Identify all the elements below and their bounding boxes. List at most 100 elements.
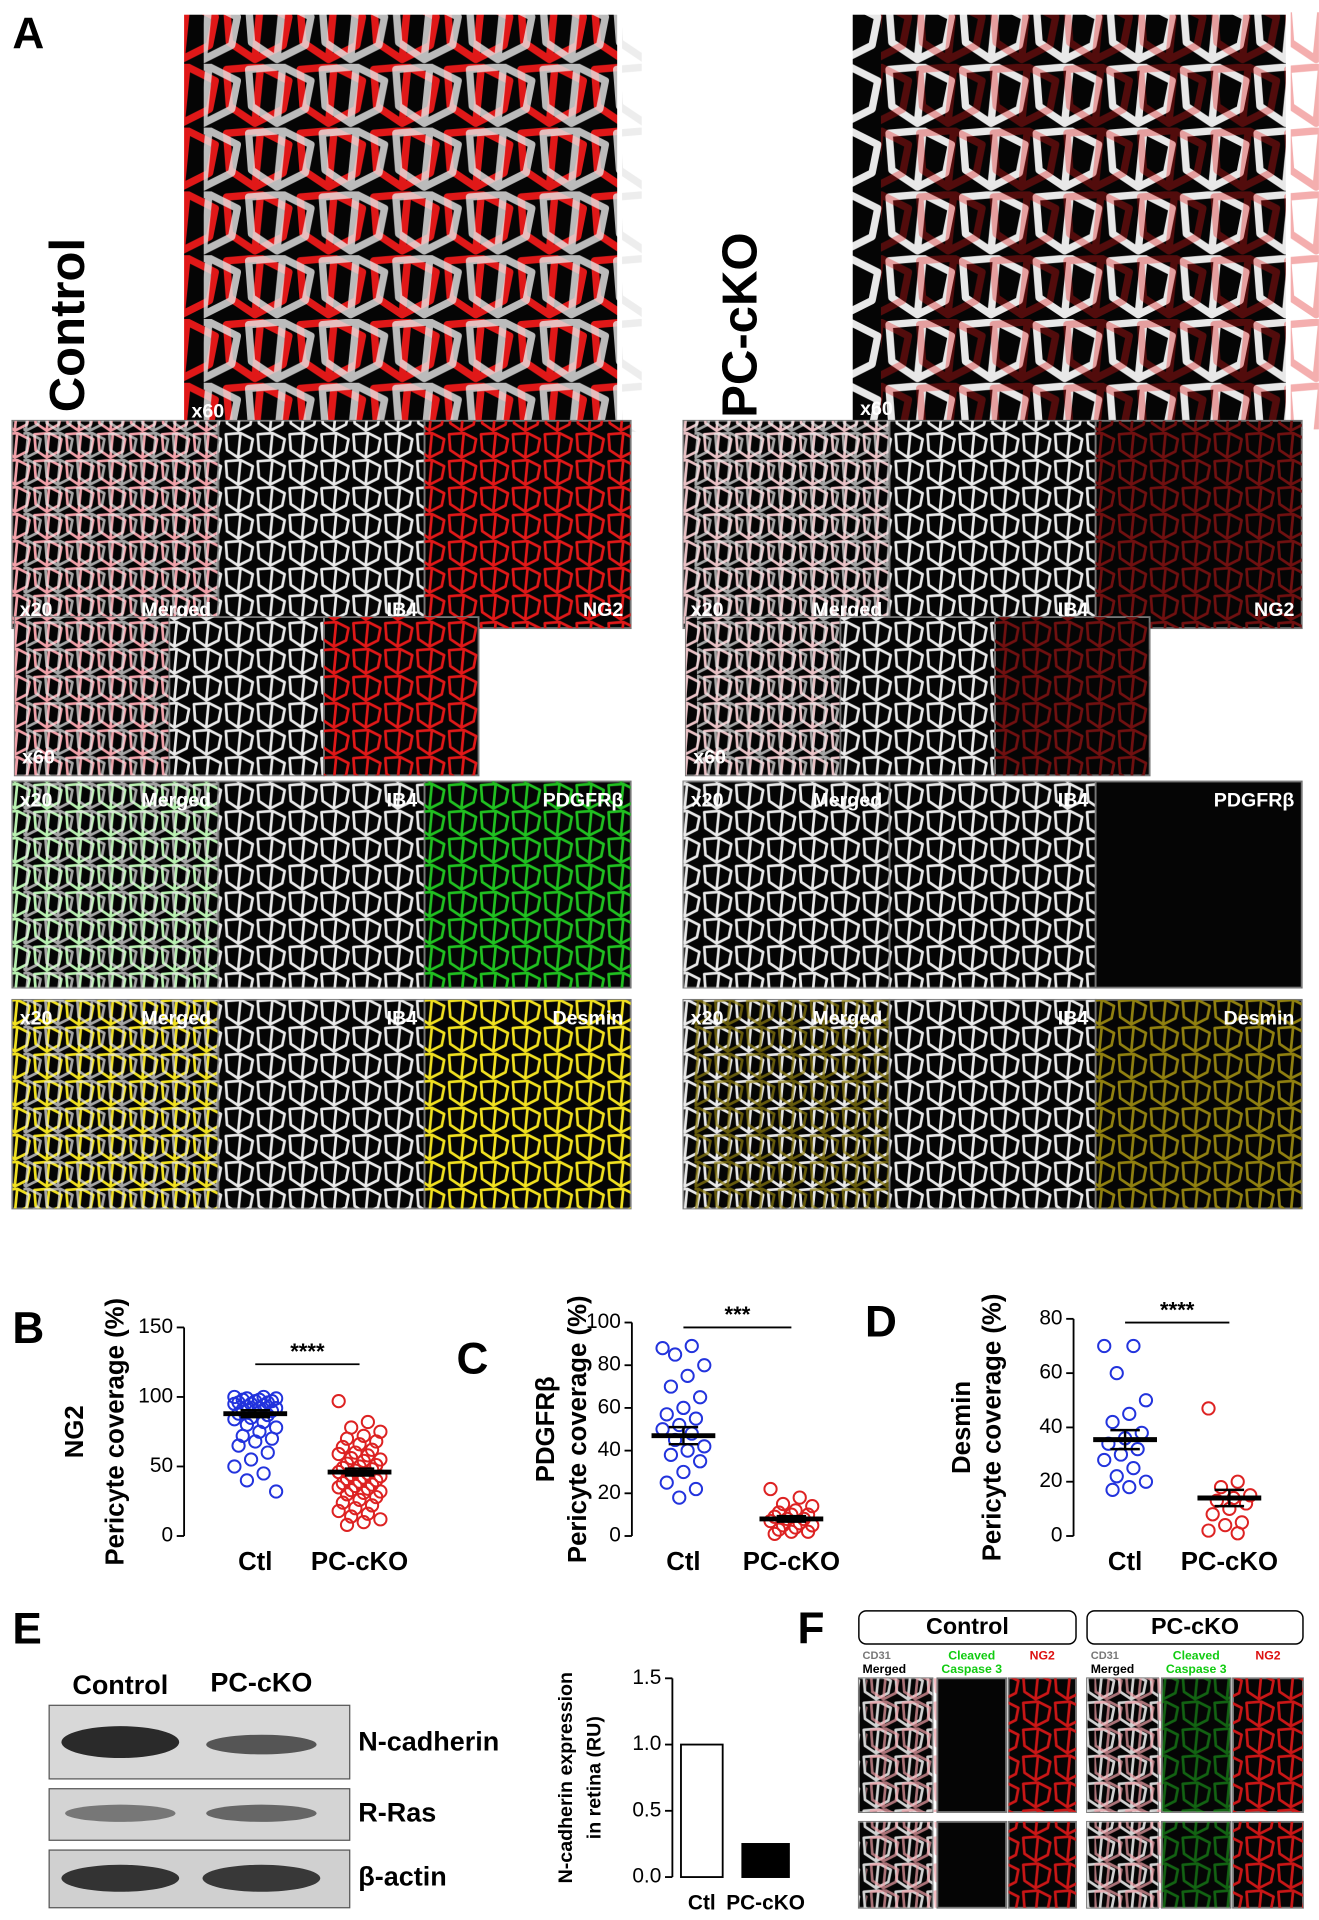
data-point [1243,1488,1258,1503]
magnification: x20 [691,1008,724,1030]
data-point [1126,1338,1141,1354]
y-tick-label: 0.5 [632,1798,661,1821]
channel-label: PDGFRβ [1214,789,1295,811]
micrograph [11,780,230,989]
y-axis-label: Pericyte coverage (%) [564,1295,592,1563]
column-header: Caspase 3 [941,1662,1002,1676]
micrograph [323,616,480,777]
data-point [697,1358,712,1373]
channel-label: IB4 [1058,1008,1089,1030]
column-header: NG2 [1255,1648,1280,1662]
panel-label: D [865,1298,897,1347]
protein-label: β-actin [358,1861,446,1891]
data-point [667,1347,683,1362]
micrograph [423,419,632,630]
micrograph [217,998,426,1210]
group-title: PC-cKO [714,232,768,417]
data-point [335,1495,350,1510]
data-point [655,1341,670,1356]
western-blot [48,1704,351,1909]
magnification: x20 [691,599,724,621]
data-point [659,1475,674,1490]
micrograph [994,616,1151,777]
micrograph [1086,1677,1166,1813]
y-axis-label: Desmin [948,1381,976,1474]
y-axis-label: N-cadherin expression [555,1672,577,1883]
data-point [1122,1480,1137,1495]
y-tick-label: 40 [598,1438,621,1461]
x-tick-label: Ctl [238,1548,272,1576]
data-point [800,1524,816,1539]
y-tick-label: 1.0 [632,1732,661,1755]
micrograph [682,998,901,1210]
data-point [1109,1469,1124,1484]
channel-label: Merged [141,789,211,811]
data-point [1201,1401,1216,1416]
data-point [697,1439,712,1454]
data-point [767,1526,782,1541]
y-tick-label: 20 [598,1481,621,1504]
protein-label: R-Ras [358,1798,436,1828]
channel-label: IB4 [1058,789,1089,811]
data-point [1109,1366,1124,1381]
data-point [680,1368,695,1384]
data-point [331,1503,346,1519]
data-point [688,1411,704,1426]
micrograph [1086,1820,1166,1909]
magnification: x60 [860,398,893,420]
lane-label: Control [72,1670,168,1700]
blot-band [61,1726,180,1759]
channel-label: NG2 [583,599,623,621]
micrograph [888,780,1097,989]
channel-label: Merged [812,599,882,621]
data-point [763,1481,778,1497]
micrograph [888,998,1097,1210]
x-tick-label: Ctl [1108,1548,1142,1576]
micrograph [1232,1677,1304,1813]
column-header: CD31 [863,1650,891,1662]
magnification: x60 [191,400,224,422]
data-point [663,1447,679,1462]
significance: *** [725,1302,751,1327]
y-axis-label: PDGFRβ [532,1376,560,1482]
data-point [784,1524,799,1539]
blot-band [65,1804,176,1822]
data-point [243,1452,259,1467]
x-tick-label: Ctl [688,1892,716,1915]
x-tick-label: PC-cKO [726,1892,805,1915]
micrograph [1007,1677,1077,1813]
micrograph [217,419,426,630]
y-tick-label: 0 [161,1524,173,1547]
data-point [1218,1518,1233,1533]
micrograph [1007,1820,1077,1909]
micrograph [1094,419,1303,630]
data-point [335,1439,350,1455]
data-point [692,1390,708,1405]
data-point [1138,1393,1154,1408]
channel-label: IB4 [387,1008,418,1030]
data-point [348,1501,363,1516]
data-point [364,1498,380,1513]
micrograph [936,1677,1008,1813]
blot-band [202,1864,321,1892]
data-point [692,1454,708,1469]
data-point [339,1431,355,1446]
data-point [676,1400,691,1416]
micrograph [168,616,325,777]
y-axis-label: in retina (RU) [583,1716,605,1839]
data-point [360,1506,375,1521]
data-point [1230,1474,1245,1489]
channel-label: Merged [141,599,211,621]
group-title: Control [926,1613,1009,1639]
micrograph [1094,780,1303,989]
bar [680,1743,724,1878]
x-tick-label: Ctl [666,1548,700,1576]
lane-label: PC-cKO [210,1668,312,1698]
group-box [858,1610,1077,1645]
data-point [1097,1338,1112,1354]
micrograph [1232,1820,1304,1909]
panel-label: B [12,1304,44,1353]
